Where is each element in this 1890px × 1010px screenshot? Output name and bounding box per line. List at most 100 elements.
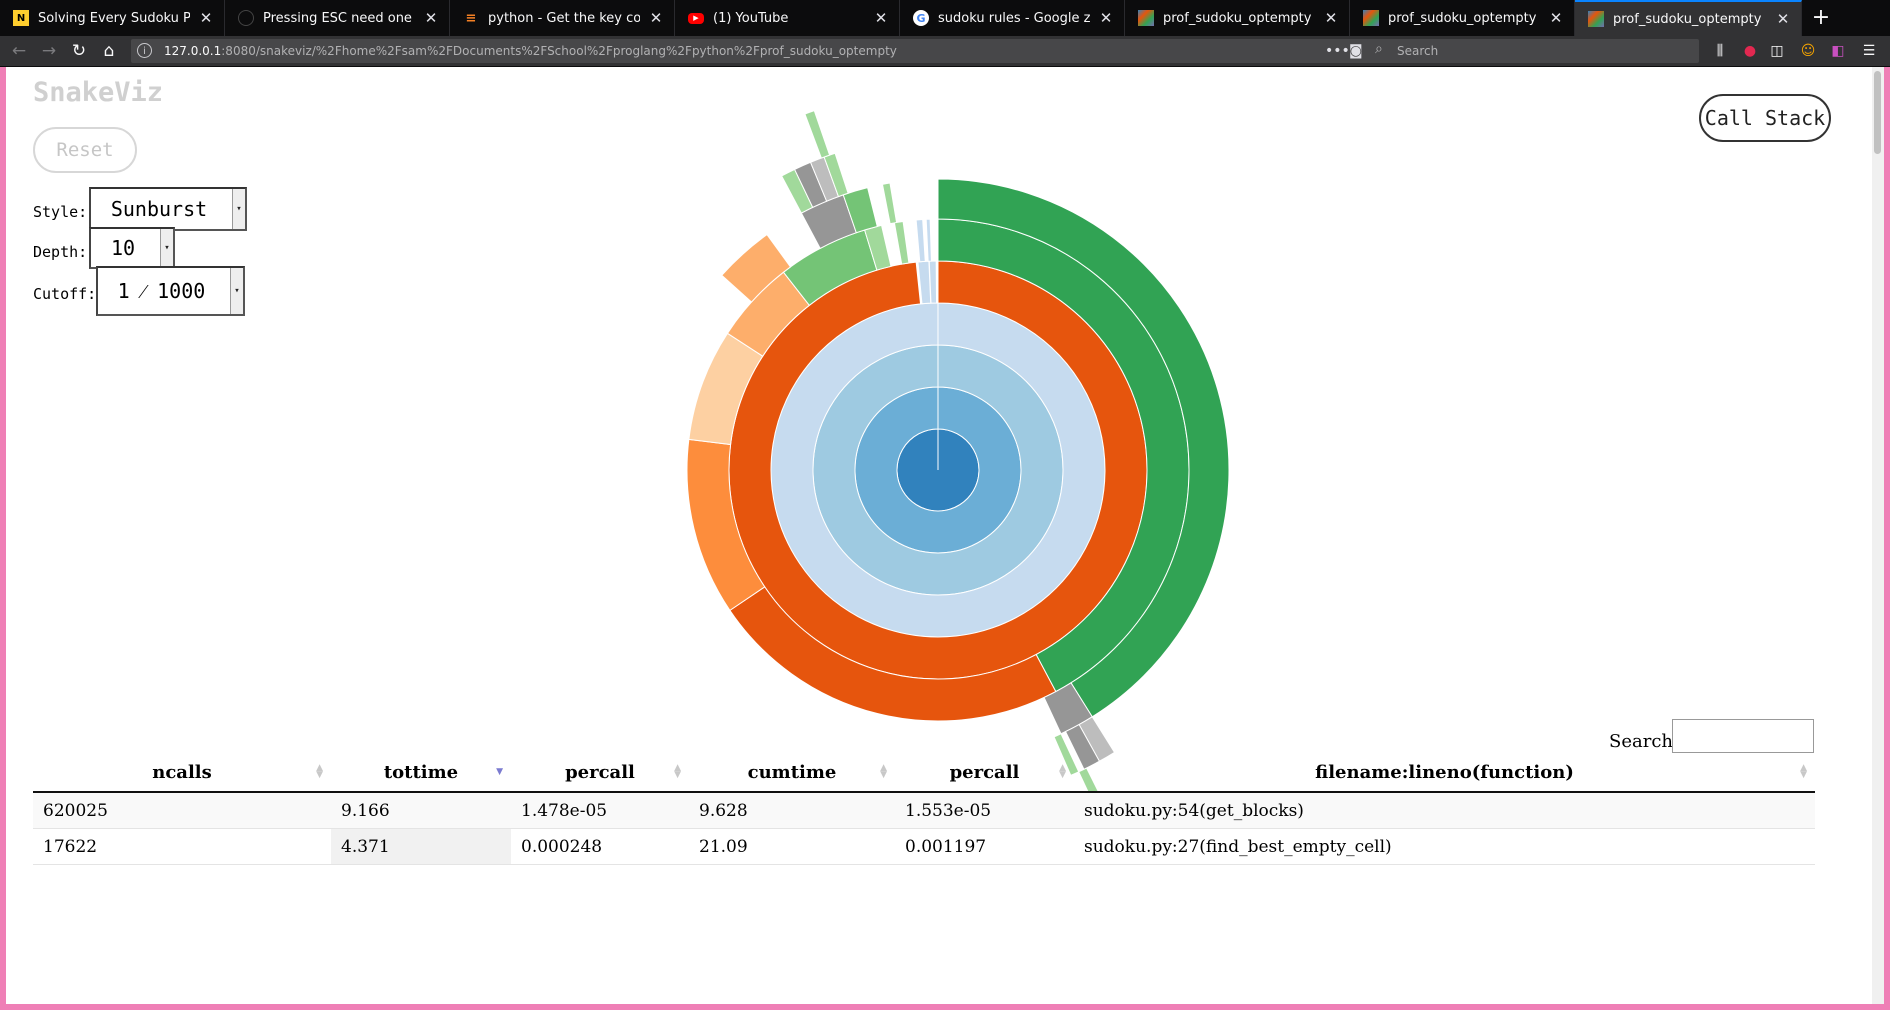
cell-ncalls: 17622: [33, 828, 331, 865]
cell-ncalls: 620025: [33, 792, 331, 829]
cell-percall: 1.478e-05: [511, 792, 689, 829]
cutoff-select-value: 1 ⁄ 1000: [117, 278, 206, 303]
sunburst-segment-15[interactable]: [915, 218, 926, 263]
chevron-down-icon: ▾: [160, 229, 173, 267]
notion-n-icon: N: [13, 10, 29, 26]
sunburst-chart[interactable]: [6, 67, 1884, 1004]
column-header-function[interactable]: filename:lineno(function) ▲ ▼: [1074, 753, 1815, 793]
sort-arrows-icon: ▲ ▼: [316, 763, 323, 780]
tab-title: python - Get the key correspon: [488, 10, 640, 26]
column-header-label: tottime: [383, 761, 459, 783]
tab-pressing-esc[interactable]: Pressing ESC need one second ✕: [225, 0, 450, 36]
style-label: Style:: [33, 203, 88, 221]
table-row[interactable]: 17622 4.371 0.000248 21.09 0.001197 sudo…: [33, 828, 1815, 865]
cell-percall-cum: 0.001197: [895, 828, 1074, 865]
snakeviz-icon: [1363, 10, 1379, 26]
sunburst-segment-21[interactable]: [842, 187, 878, 234]
table-search-label: Search:: [1609, 731, 1680, 752]
url-bar[interactable]: i 127.0.0.1:8080/snakeviz/%2Fhome%2Fsam%…: [131, 39, 1389, 63]
close-icon[interactable]: ✕: [1549, 9, 1563, 27]
tab-python-key[interactable]: ≡ python - Get the key correspon ✕: [450, 0, 675, 36]
sidebar-icon[interactable]: ◫: [1770, 43, 1784, 59]
column-header-cumtime[interactable]: cumtime ▲ ▼: [689, 753, 895, 793]
column-header-ncalls[interactable]: ncalls ▲ ▼: [33, 753, 331, 793]
depth-select-value: 10: [110, 236, 136, 260]
chevron-down-icon: ▾: [232, 189, 245, 229]
navigation-bar: ← → ↻ ⌂ i 127.0.0.1:8080/snakeviz/%2Fhom…: [0, 36, 1890, 67]
new-tab-button[interactable]: +: [1811, 5, 1831, 30]
tab-title: prof_sudoku_optempty: [1163, 10, 1312, 26]
tab-solving-sudoku[interactable]: N Solving Every Sudoku Puzzle ✕: [0, 0, 225, 36]
search-icon: ⌕: [1375, 41, 1383, 57]
url-host: 127.0.0.1: [164, 44, 222, 58]
sort-arrows-icon: ▲ ▼: [1800, 763, 1807, 780]
cell-tottime: 4.371: [331, 828, 511, 865]
column-header-percall-2[interactable]: percall ▲ ▼: [895, 753, 1074, 793]
ublock-icon[interactable]: ●: [1743, 43, 1757, 59]
sunburst-segment-16[interactable]: [925, 218, 932, 262]
google-icon: G: [913, 10, 929, 26]
call-stack-button[interactable]: Call Stack: [1699, 94, 1831, 142]
tab-youtube[interactable]: ▶ (1) YouTube ✕: [675, 0, 900, 36]
pocket-icon[interactable]: ◙: [1349, 43, 1363, 59]
column-header-label: filename:lineno(function): [1315, 761, 1574, 783]
column-header-label: percall: [565, 761, 635, 783]
github-icon: [238, 10, 254, 26]
tab-prof-1[interactable]: prof_sudoku_optempty ✕: [1125, 0, 1350, 36]
style-select[interactable]: Sunburst ▾: [89, 187, 247, 231]
sort-arrows-icon: ▲ ▼: [1059, 763, 1066, 780]
library-icon[interactable]: ⫼: [1716, 43, 1724, 59]
info-icon[interactable]: i: [137, 43, 152, 58]
sunburst-segment-22[interactable]: [881, 182, 898, 225]
vertical-scrollbar[interactable]: [1872, 67, 1884, 1004]
close-icon[interactable]: ✕: [424, 9, 438, 27]
close-icon[interactable]: ✕: [874, 9, 888, 27]
cell-tottime: 9.166: [331, 792, 511, 829]
stackoverflow-icon: ≡: [465, 10, 477, 26]
tab-prof-2[interactable]: prof_sudoku_optempty ✕: [1350, 0, 1575, 36]
sunburst-segment-14[interactable]: [893, 220, 910, 265]
close-icon[interactable]: ✕: [1776, 10, 1790, 28]
style-select-value: Sunburst: [110, 197, 208, 221]
cutoff-select[interactable]: 1 ⁄ 1000 ▾: [96, 266, 245, 316]
extension-color-icon[interactable]: ◧: [1831, 43, 1845, 59]
column-header-percall-1[interactable]: percall ▲ ▼: [511, 753, 689, 793]
reload-button[interactable]: ↻: [71, 41, 87, 61]
back-button[interactable]: ←: [11, 41, 27, 61]
reset-button[interactable]: Reset: [33, 127, 137, 173]
scrollbar-thumb[interactable]: [1874, 71, 1881, 154]
tab-title: prof_sudoku_optempty: [1388, 10, 1537, 26]
depth-select[interactable]: 10 ▾: [89, 227, 175, 269]
extension-monkey-icon[interactable]: ☺: [1800, 43, 1816, 59]
chevron-down-icon: ▾: [230, 268, 243, 314]
tab-prof-active[interactable]: prof_sudoku_optempty ✕: [1575, 0, 1802, 36]
close-icon[interactable]: ✕: [1324, 9, 1338, 27]
table-header-row: ncalls ▲ ▼ tottime ▼ percall ▲ ▼ cumtime ▲ ▼ pe…: [33, 753, 1815, 793]
page-actions-icon[interactable]: •••: [1325, 43, 1350, 59]
search-placeholder: Search: [1397, 44, 1439, 58]
sort-descending-icon: ▼: [496, 767, 503, 777]
close-icon[interactable]: ✕: [1099, 9, 1113, 27]
cell-cumtime: 21.09: [689, 828, 895, 865]
close-icon[interactable]: ✕: [199, 9, 213, 27]
menu-icon[interactable]: ☰: [1862, 43, 1876, 59]
sunburst-segment-31[interactable]: [804, 110, 831, 159]
tab-google-search[interactable]: G sudoku rules - Google zoeken ✕: [900, 0, 1125, 36]
url-text[interactable]: 127.0.0.1:8080/snakeviz/%2Fhome%2Fsam%2F…: [164, 39, 897, 63]
table-row[interactable]: 620025 9.166 1.478e-05 9.628 1.553e-05 s…: [33, 792, 1815, 829]
cell-percall-cum: 1.553e-05: [895, 792, 1074, 829]
tab-title: (1) YouTube: [713, 10, 789, 26]
search-bar[interactable]: ⌕ Search: [1367, 39, 1699, 63]
table-search-input[interactable]: [1672, 719, 1814, 753]
sunburst-segment-19[interactable]: [721, 233, 792, 303]
home-button[interactable]: ⌂: [103, 41, 115, 61]
column-header-tottime[interactable]: tottime ▼: [331, 753, 511, 793]
close-icon[interactable]: ✕: [649, 9, 663, 27]
youtube-icon: ▶: [688, 12, 704, 24]
sunburst-segment-6[interactable]: [928, 260, 938, 304]
sort-arrows-icon: ▲ ▼: [674, 763, 681, 780]
forward-button[interactable]: →: [41, 41, 57, 61]
column-header-label: percall: [949, 761, 1020, 783]
snakeviz-icon: [1588, 11, 1604, 27]
cell-function: sudoku.py:54(get_blocks): [1074, 792, 1815, 829]
